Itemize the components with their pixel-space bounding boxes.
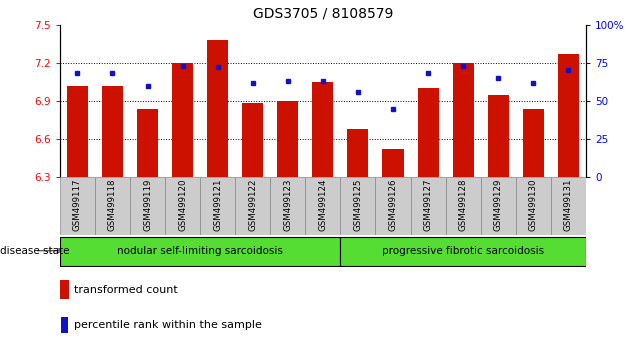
Bar (172, 63, 193, 177)
Bar (312, 82, 333, 177)
Bar (200, 177, 235, 235)
Bar (130, 177, 165, 235)
Bar (62, 317, 69, 333)
Text: GSM499121: GSM499121 (213, 179, 222, 231)
Bar (165, 177, 200, 235)
Bar (347, 129, 369, 177)
Bar (418, 88, 438, 177)
Bar (60, 177, 95, 235)
Text: GSM499131: GSM499131 (564, 179, 573, 231)
Bar (452, 63, 474, 177)
Bar (411, 177, 445, 235)
Bar (207, 40, 228, 177)
Text: GSM499123: GSM499123 (284, 179, 292, 231)
Bar (488, 95, 509, 177)
Text: GSM499117: GSM499117 (73, 179, 82, 231)
Bar (340, 237, 586, 266)
Text: GSM499126: GSM499126 (389, 179, 398, 231)
Text: GSM499125: GSM499125 (353, 179, 362, 231)
Text: GSM499119: GSM499119 (143, 179, 152, 231)
Bar (558, 54, 579, 177)
Bar (235, 177, 270, 235)
Bar (340, 177, 375, 235)
Bar (277, 101, 299, 177)
Text: percentile rank within the sample: percentile rank within the sample (74, 320, 262, 330)
Text: GSM499124: GSM499124 (318, 179, 328, 231)
Text: disease state: disease state (0, 246, 69, 256)
Bar (270, 177, 306, 235)
Text: GSM499122: GSM499122 (248, 179, 257, 231)
Text: GSM499127: GSM499127 (423, 179, 433, 231)
Text: progressive fibrotic sarcoidosis: progressive fibrotic sarcoidosis (382, 246, 544, 256)
Bar (523, 109, 544, 177)
Bar (102, 86, 123, 177)
Bar (60, 237, 340, 266)
Bar (60, 280, 69, 299)
Title: GDS3705 / 8108579: GDS3705 / 8108579 (253, 7, 393, 21)
Text: GSM499120: GSM499120 (178, 179, 187, 231)
Bar (137, 109, 158, 177)
Bar (375, 177, 411, 235)
Text: nodular self-limiting sarcoidosis: nodular self-limiting sarcoidosis (117, 246, 283, 256)
Bar (67, 86, 88, 177)
Text: GSM499118: GSM499118 (108, 179, 117, 231)
Bar (95, 177, 130, 235)
Bar (551, 177, 586, 235)
Text: GSM499130: GSM499130 (529, 179, 538, 231)
Bar (445, 177, 481, 235)
Bar (516, 177, 551, 235)
Text: GSM499128: GSM499128 (459, 179, 467, 231)
Text: transformed count: transformed count (74, 285, 178, 295)
Bar (242, 103, 263, 177)
Text: GSM499129: GSM499129 (494, 179, 503, 231)
Bar (306, 177, 340, 235)
Bar (481, 177, 516, 235)
Bar (382, 149, 404, 177)
